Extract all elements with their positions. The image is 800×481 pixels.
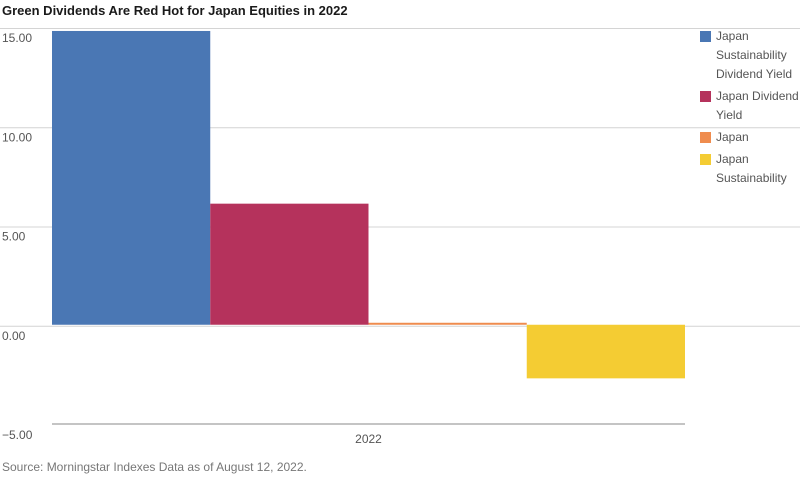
y-tick-label: 15.00: [2, 31, 32, 45]
y-tick-label: 10.00: [2, 130, 32, 144]
chart-title: Green Dividends Are Red Hot for Japan Eq…: [2, 3, 348, 18]
bar-japan: [368, 322, 527, 325]
legend-swatch: [700, 132, 711, 143]
bar-japan-sustainability: [526, 324, 685, 379]
legend-label: Japan Sustainability Dividend Yield: [716, 29, 793, 81]
legend-label: Japan Sustainability: [716, 152, 787, 185]
legend-item: Japan Dividend Yield: [700, 87, 800, 125]
y-tick-label: 0.00: [2, 329, 26, 343]
legend-label: Japan Dividend Yield: [716, 89, 799, 122]
y-tick-label: 5.00: [2, 230, 26, 244]
legend-item: Japan Sustainability Dividend Yield: [700, 27, 800, 84]
legend-swatch: [700, 154, 711, 165]
legend-label: Japan: [716, 130, 749, 144]
x-tick-label: 2022: [355, 432, 382, 446]
legend: Japan Sustainability Dividend Yield Japan…: [700, 27, 800, 191]
bars: [52, 30, 685, 379]
legend-item: Japan Sustainability: [700, 150, 800, 188]
bar-japan-sustainability-dividend-yield: [52, 30, 211, 325]
bar-japan-dividend-yield: [210, 203, 369, 325]
legend-item: Japan: [700, 128, 800, 147]
legend-swatch: [700, 31, 711, 42]
source-note: Source: Morningstar Indexes Data as of A…: [2, 460, 307, 474]
y-axis-ticks: 15.00 10.00 5.00 0.00 −5.00: [2, 31, 33, 442]
y-tick-label: −5.00: [2, 428, 33, 442]
x-axis: 2022: [52, 423, 685, 446]
legend-swatch: [700, 91, 711, 102]
